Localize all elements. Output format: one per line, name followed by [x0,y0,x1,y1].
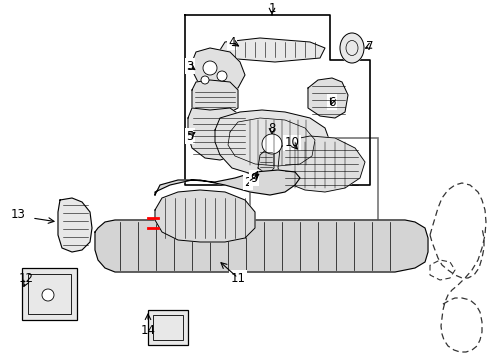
Text: 11: 11 [230,271,245,284]
Polygon shape [155,170,299,195]
Polygon shape [192,80,238,115]
Bar [153,315,183,340]
Text: 5: 5 [186,130,193,143]
Circle shape [217,71,226,81]
Bar [22,268,77,320]
Text: 10: 10 [284,136,299,149]
Polygon shape [184,15,369,185]
Text: 2: 2 [244,175,251,189]
Polygon shape [155,190,254,242]
Circle shape [203,61,217,75]
Text: 13: 13 [11,208,25,221]
Circle shape [42,289,54,301]
Polygon shape [95,220,427,272]
Text: 6: 6 [327,95,335,108]
Circle shape [262,134,282,154]
Text: 7: 7 [366,40,373,53]
Bar [28,274,71,314]
Polygon shape [215,110,329,176]
Text: 12: 12 [19,271,34,284]
Text: 4: 4 [228,36,235,49]
Text: 3: 3 [186,59,193,72]
Text: 8: 8 [268,122,275,135]
Polygon shape [58,198,92,252]
Text: 9: 9 [250,171,257,184]
Ellipse shape [339,33,363,63]
Bar [249,138,377,228]
Polygon shape [187,108,247,160]
Polygon shape [307,78,347,118]
Text: 14: 14 [140,324,155,337]
Polygon shape [278,136,364,192]
Polygon shape [192,48,244,92]
Circle shape [201,76,208,84]
Text: 1: 1 [268,1,275,14]
Bar [148,310,187,345]
Polygon shape [220,38,325,62]
Polygon shape [258,148,273,175]
